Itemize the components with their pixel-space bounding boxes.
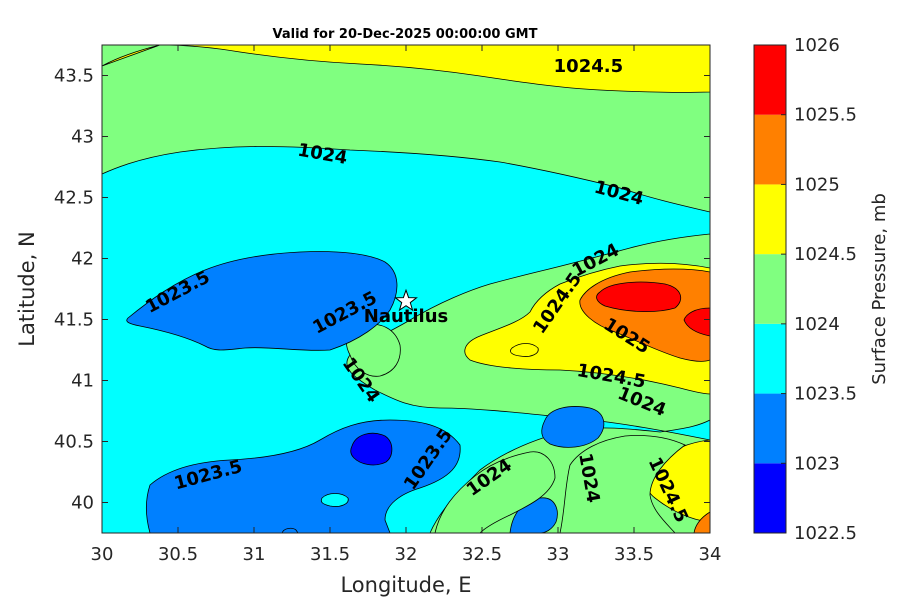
station-star-marker xyxy=(394,288,418,312)
x-axis-label: Longitude, E xyxy=(340,573,471,597)
colorbar-tick-label: 1024.5 xyxy=(794,244,857,265)
colorbar-swatch xyxy=(754,45,786,115)
y-tick-label: 41 xyxy=(71,371,94,392)
y-tick-label: 40 xyxy=(71,493,94,514)
contour-fill-southwest-1023 xyxy=(350,432,393,466)
y-tick-label: 41.5 xyxy=(54,310,94,331)
colorbar-swatch xyxy=(754,323,786,394)
station-label: Nautilus xyxy=(364,306,449,327)
colorbar-tick-label: 1024 xyxy=(794,314,840,335)
marker-layer: Nautilus xyxy=(364,288,449,327)
contour-fill-yellow-island xyxy=(510,343,539,357)
y-tick-label: 43.5 xyxy=(54,66,94,87)
colorbar-tick-label: 1023.5 xyxy=(794,384,857,405)
x-tick-label: 33 xyxy=(547,544,570,565)
colorbar-swatch xyxy=(754,184,786,255)
contour-fill-east-1025-5-b xyxy=(683,307,710,337)
contour-fill-blue-spot-1 xyxy=(541,406,605,448)
x-tick-label: 32 xyxy=(395,544,418,565)
contour-label: 1024.5 xyxy=(554,56,623,77)
y-tick-label: 43 xyxy=(71,127,94,148)
colorbar-tick-label: 1025 xyxy=(794,174,840,195)
x-tick-label: 31 xyxy=(243,544,266,565)
x-tick-label: 33.5 xyxy=(614,544,654,565)
x-tick-label: 30 xyxy=(91,544,114,565)
x-tick-label: 31.5 xyxy=(310,544,350,565)
y-axis-label: Latitude, N xyxy=(15,231,39,347)
colorbar-tick-label: 1023 xyxy=(794,453,840,474)
y-axis: 40 40.5 41 41.5 42 42.5 43 43.5 xyxy=(54,66,710,514)
colorbar-frame xyxy=(753,44,787,534)
contour-fill-southeast-1025 xyxy=(693,511,710,533)
colorbar-tick-label: 1022.5 xyxy=(794,523,857,544)
contour-fill-east-1025-5-a xyxy=(596,281,682,313)
contour-fill-southeast-1024-green xyxy=(559,435,686,533)
colorbar-swatch xyxy=(754,393,786,464)
colorbar-swatch xyxy=(754,463,786,533)
colorbar-swatch xyxy=(754,254,786,324)
plot-area xyxy=(102,45,710,533)
colorbar-tick-label: 1025.5 xyxy=(794,105,857,126)
y-tick-label: 42.5 xyxy=(54,188,94,209)
colorbar-tick-label: 1026 xyxy=(794,35,840,56)
x-axis: 30 30.5 31 31.5 32 32.5 33 33.5 34 xyxy=(91,45,722,565)
contour-fill-blue-spot-3 xyxy=(281,527,299,533)
x-tick-label: 34 xyxy=(699,544,722,565)
x-tick-label: 32.5 xyxy=(462,544,502,565)
contour-fill-south-1024 xyxy=(434,451,556,533)
colorbar-swatch xyxy=(754,114,786,185)
contour-fill-west-low xyxy=(126,251,398,351)
contour-fill-cyan-island xyxy=(320,493,349,507)
chart-title: Valid for 20-Dec-2025 00:00:00 GMT xyxy=(273,27,538,42)
colorbar: 1022.5 1023 1023.5 1024 1024.5 1025 1025.5 1026 xyxy=(753,35,857,544)
y-tick-label: 40.5 xyxy=(54,432,94,453)
colorbar-label: Surface Pressure, mb xyxy=(869,193,890,385)
y-tick-label: 42 xyxy=(71,249,94,270)
x-tick-label: 30.5 xyxy=(158,544,198,565)
